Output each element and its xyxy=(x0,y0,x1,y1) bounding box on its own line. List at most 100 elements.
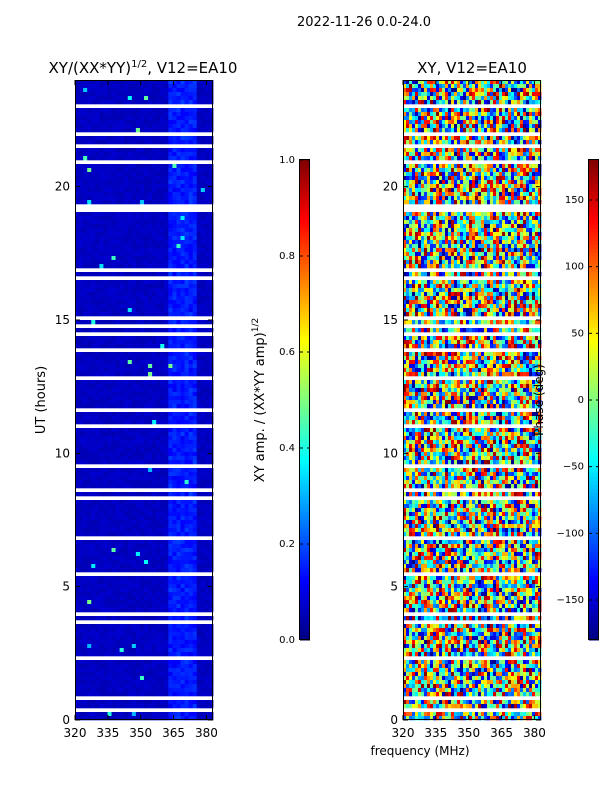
amp-cell xyxy=(172,472,177,477)
amp-cell xyxy=(103,108,108,113)
amp-cell xyxy=(123,460,129,465)
amp-cell xyxy=(192,540,198,545)
amp-cell xyxy=(176,428,181,433)
amp-cell xyxy=(144,560,149,565)
amp-cell xyxy=(152,388,157,393)
amp-cell xyxy=(160,396,165,401)
amp-cell xyxy=(95,340,100,345)
amp-cell xyxy=(200,712,206,717)
amp-cell xyxy=(75,692,80,697)
amp-cell xyxy=(107,704,112,709)
amp-cell xyxy=(184,648,190,653)
amp-cell xyxy=(83,300,88,305)
amp-cell xyxy=(180,288,185,293)
amp-cell xyxy=(184,688,190,693)
amp-cell xyxy=(107,128,112,133)
amp-cell xyxy=(144,120,149,125)
amp-cell xyxy=(115,588,121,593)
amp-cell xyxy=(160,432,165,437)
amp-cell xyxy=(188,120,194,125)
amp-cell xyxy=(135,148,141,153)
amp-cell xyxy=(127,192,133,197)
amp-cell xyxy=(103,232,108,237)
amp-cell xyxy=(87,140,92,145)
amp-cell xyxy=(123,552,129,557)
amp-cell xyxy=(111,300,116,305)
amp-cell xyxy=(204,600,210,605)
amp-cell xyxy=(135,140,141,145)
amp-cell xyxy=(79,280,84,285)
amp-cell xyxy=(115,236,121,241)
amp-cell xyxy=(208,184,214,189)
amp-cell xyxy=(204,456,210,461)
amp-cell xyxy=(99,660,104,665)
amp-cell xyxy=(119,280,125,285)
amp-cell xyxy=(83,188,88,193)
amp-cell xyxy=(184,292,190,297)
amp-cell xyxy=(188,476,194,481)
amp-colorbar-segment xyxy=(300,240,310,245)
amp-cell xyxy=(204,632,210,637)
amp-colorbar-segment xyxy=(300,284,310,289)
amp-cell xyxy=(148,284,153,289)
amp-cell xyxy=(156,120,161,125)
amp-cell xyxy=(127,200,133,205)
amp-cell xyxy=(192,452,198,457)
amp-cell xyxy=(139,604,145,609)
amp-cell xyxy=(172,148,177,153)
amp-cell xyxy=(127,224,133,229)
amp-cell xyxy=(152,676,157,681)
amp-cell xyxy=(131,452,137,457)
amp-cell xyxy=(83,524,88,529)
amp-cell xyxy=(91,96,96,101)
amp-cell xyxy=(103,84,108,89)
amp-cell xyxy=(152,116,157,121)
phase-cell xyxy=(496,96,500,101)
amp-cell xyxy=(99,688,104,693)
amp-cell xyxy=(168,560,173,565)
amp-cell xyxy=(200,700,206,705)
amp-cell xyxy=(111,352,116,357)
amp-cell xyxy=(107,664,112,669)
amp-cell xyxy=(200,304,206,309)
amp-cell xyxy=(176,272,181,277)
amp-cell xyxy=(95,584,100,589)
amp-cell xyxy=(196,124,202,129)
amp-cell xyxy=(144,700,149,705)
amp-cell xyxy=(131,216,137,221)
amp-cell xyxy=(91,192,96,197)
amp-cell xyxy=(139,284,145,289)
amp-cell xyxy=(160,384,165,389)
amp-cell xyxy=(83,272,88,277)
amp-cell xyxy=(111,500,116,505)
amp-y-tick-label: 0 xyxy=(62,713,70,727)
amp-cell xyxy=(79,584,84,589)
amp-cell xyxy=(127,576,133,581)
amp-cell xyxy=(152,480,157,485)
amp-cell xyxy=(135,604,141,609)
amp-cell xyxy=(135,492,141,497)
amp-cell xyxy=(111,168,116,173)
phase-cell xyxy=(520,88,524,93)
amp-cell xyxy=(184,396,190,401)
amp-cell xyxy=(87,680,92,685)
amp-cell xyxy=(139,192,145,197)
amp-cell xyxy=(79,676,84,681)
amp-cell xyxy=(168,692,173,697)
amp-cell xyxy=(83,288,88,293)
amp-cell xyxy=(95,148,100,153)
amp-cell xyxy=(176,228,181,233)
amp-colorbar-segment xyxy=(300,504,310,509)
amp-colorbar-segment xyxy=(300,164,310,169)
amp-cell xyxy=(135,388,141,393)
amp-cell xyxy=(208,456,214,461)
amp-cell xyxy=(204,452,210,457)
amp-cell xyxy=(83,680,88,685)
amp-cell xyxy=(192,180,198,185)
amp-cell xyxy=(184,116,190,121)
amp-cell xyxy=(168,624,173,629)
amp-cell xyxy=(103,428,108,433)
amp-cell xyxy=(184,592,190,597)
amp-cell xyxy=(131,352,137,357)
amp-cell xyxy=(131,564,137,569)
